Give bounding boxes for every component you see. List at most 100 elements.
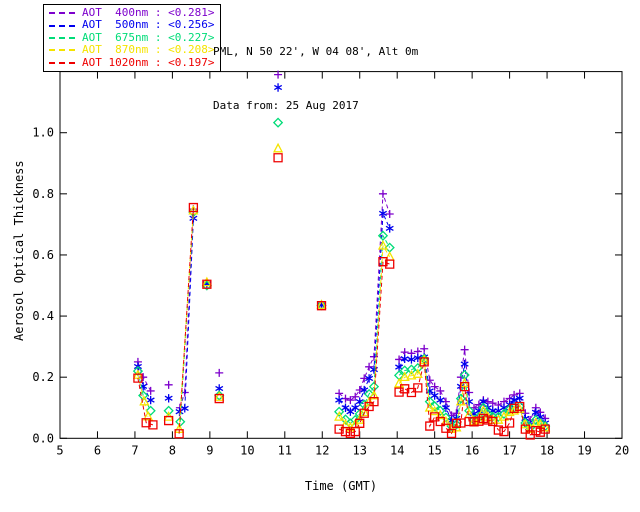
data-point-675nm — [530, 414, 541, 426]
data-point-1020nm — [133, 373, 143, 383]
data-point-1020nm — [531, 426, 541, 436]
data-point-500nm — [341, 403, 350, 412]
data-point-1020nm — [430, 412, 440, 422]
data-point-1020nm — [413, 383, 423, 393]
y-tick-label: 1.0 — [32, 126, 54, 140]
data-point-400nm — [436, 386, 445, 395]
data-point-500nm — [385, 224, 394, 233]
data-point-870nm — [399, 371, 410, 382]
data-point-500nm — [365, 374, 374, 383]
data-point-870nm — [498, 411, 510, 421]
x-tick-label: 8 — [169, 443, 176, 457]
x-tick-label: 7 — [131, 443, 138, 457]
data-point-675nm — [334, 406, 345, 417]
x-tick-label: 15 — [427, 443, 441, 457]
legend-dash-sample — [49, 49, 75, 52]
y-tick-label: 0.4 — [32, 309, 54, 323]
data-point-500nm — [460, 359, 469, 369]
data-point-400nm — [164, 380, 173, 389]
legend-label: AOT 870nm : <0.208> — [82, 43, 215, 57]
data-point-400nm — [378, 189, 387, 198]
x-tick-label: 6 — [94, 443, 101, 457]
data-point-1020nm — [474, 416, 484, 426]
data-point-1020nm — [202, 279, 212, 289]
data-point-675nm — [377, 230, 389, 241]
data-point-1020nm — [355, 418, 365, 428]
data-point-870nm — [368, 389, 380, 400]
data-point-500nm — [274, 83, 283, 92]
legend-item-400nm: AOT 400nm : <0.281> — [49, 6, 215, 19]
data-point-870nm — [377, 239, 389, 250]
data-point-1020nm — [164, 415, 174, 426]
series-1020nm — [133, 153, 550, 440]
data-point-500nm — [407, 355, 416, 364]
data-point-1020nm — [435, 416, 445, 427]
data-point-675nm — [435, 405, 446, 416]
data-point-675nm — [464, 405, 475, 416]
data-point-870nm — [359, 406, 370, 417]
data-point-1020nm — [441, 423, 451, 433]
data-point-500nm — [164, 394, 173, 403]
data-point-870nm — [487, 414, 498, 424]
data-point-1020nm — [334, 424, 344, 434]
legend-dash-sample — [49, 12, 75, 15]
data-point-675nm — [272, 117, 284, 128]
data-point-1020nm — [400, 384, 410, 394]
data-point-400nm — [355, 386, 364, 395]
x-tick-label: 17 — [502, 443, 516, 457]
data-point-400nm — [460, 345, 469, 354]
data-point-1020nm — [419, 357, 429, 367]
x-tick-label: 13 — [353, 443, 367, 457]
data-point-400nm — [365, 362, 374, 371]
legend-box: AOT 400nm : <0.281> AOT 500nm : <0.256> AO… — [43, 4, 222, 72]
x-tick-label: 12 — [315, 443, 329, 457]
legend-label: AOT 400nm : <0.281> — [82, 6, 215, 19]
y-axis-label: Aerosol Optical Thickness — [12, 160, 26, 341]
data-point-1020nm — [540, 424, 550, 434]
data-point-500nm — [400, 354, 409, 364]
data-point-500nm — [146, 395, 155, 405]
data-point-675nm — [145, 405, 156, 416]
axes: 5 6 7 8 9 10 11 12 13 14 15 16 17 18 19 20 0.0 0.2 0.4 0.6 0… — [32, 71, 629, 457]
station-header: PML, N 50 22', W 04 08', Alt 0m Data fro… — [213, 7, 418, 151]
legend-item-870nm: AOT 870nm : <0.208> — [49, 43, 215, 57]
data-point-500nm — [515, 394, 524, 403]
legend-dash-sample — [49, 61, 75, 64]
data-point-400nm — [274, 70, 283, 79]
data-point-400nm — [425, 376, 434, 385]
data-point-1020nm — [174, 429, 184, 439]
data-point-1020nm — [483, 415, 493, 425]
data-point-400nm — [369, 352, 378, 361]
legend-dash-sample — [49, 36, 75, 39]
data-point-500nm — [378, 209, 387, 218]
x-tick-label: 5 — [56, 443, 63, 457]
data-point-1020nm — [141, 418, 151, 428]
legend-label: AOT 675nm : <0.227> — [82, 30, 215, 44]
data-point-1020nm — [504, 418, 515, 428]
data-point-675nm — [412, 362, 423, 374]
data-point-400nm — [146, 386, 155, 395]
data-point-870nm — [412, 368, 423, 378]
data-point-500nm — [175, 407, 184, 416]
data-point-500nm — [436, 395, 445, 405]
data-point-500nm — [441, 403, 450, 412]
data-point-1020nm — [515, 401, 525, 412]
data-point-1020nm — [493, 425, 504, 435]
data-point-1020nm — [425, 421, 435, 431]
data-point-870nm — [520, 418, 531, 429]
data-point-870nm — [201, 276, 212, 287]
data-point-400nm — [430, 382, 439, 391]
data-point-1020nm — [340, 426, 351, 437]
data-point-870nm — [540, 421, 551, 432]
x-tick-label: 16 — [465, 443, 479, 457]
x-tick-label: 11 — [278, 443, 292, 457]
y-tick-label: 0.6 — [32, 248, 54, 262]
data-point-500nm — [346, 407, 355, 416]
data-point-1020nm — [385, 259, 395, 269]
series-675nm — [132, 117, 551, 433]
data-point-870nm — [393, 377, 405, 388]
legend-label: AOT 500nm : <0.256> — [82, 18, 215, 32]
data-point-870nm — [272, 142, 284, 153]
legend-item-1020nm: AOT 1020nm : <0.197> — [49, 56, 214, 69]
